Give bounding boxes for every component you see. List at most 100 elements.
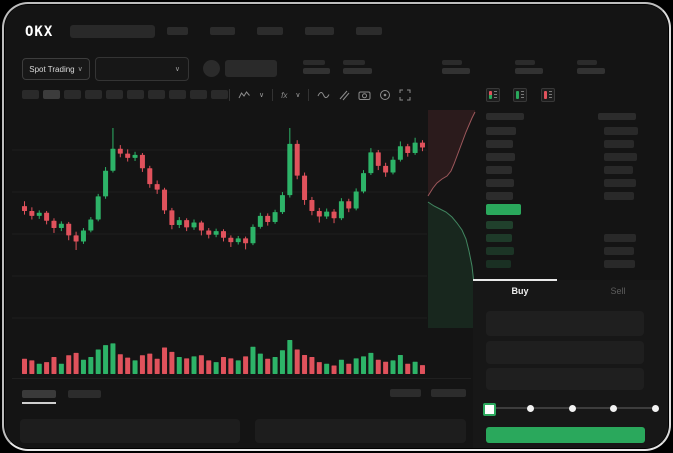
bid-price-placeholder[interactable] (486, 234, 512, 242)
slider-stop-dot[interactable] (568, 405, 576, 412)
candle (250, 224, 256, 246)
bid-price-placeholder[interactable] (486, 247, 514, 255)
bid-amount-placeholder (604, 260, 635, 268)
search-input[interactable] (70, 25, 155, 38)
ask-price-placeholder[interactable] (486, 153, 515, 161)
ask-price-placeholder[interactable] (486, 166, 512, 174)
timeframe-button[interactable] (85, 90, 102, 99)
candle (213, 228, 219, 238)
volume-bar (361, 356, 367, 374)
volume-bar (287, 340, 293, 374)
orderbook-col-header-price (486, 113, 524, 120)
target-icon[interactable] (379, 89, 391, 101)
volume-bar (220, 357, 226, 374)
tab-buy[interactable]: Buy (511, 286, 529, 296)
volume-bar (302, 354, 308, 374)
ask-price-placeholder[interactable] (486, 140, 513, 148)
volume-bar (353, 358, 359, 374)
volume-bar (198, 355, 204, 374)
volume-bar (88, 357, 94, 374)
ask-price-placeholder[interactable] (486, 192, 513, 200)
candle (110, 128, 116, 173)
chevron-down-icon[interactable]: ∨ (259, 91, 265, 99)
volume-bar (383, 361, 389, 374)
book-bids-icon[interactable] (513, 88, 528, 102)
nav-item[interactable] (305, 27, 334, 35)
timeframe-button[interactable] (190, 90, 207, 99)
bottom-action-button[interactable] (390, 389, 421, 397)
order-input-field[interactable] (486, 368, 644, 390)
candle (316, 207, 322, 223)
stat-value-placeholder (303, 68, 330, 74)
volume-bar (419, 365, 425, 374)
timeframe-button[interactable] (127, 90, 144, 99)
chevron-down-icon[interactable]: ∨ (295, 91, 301, 99)
nav-item[interactable] (257, 27, 283, 35)
fullscreen-icon[interactable] (399, 89, 411, 101)
bid-amount-placeholder (604, 234, 636, 242)
ask-price-placeholder[interactable] (486, 179, 514, 187)
timeframe-button[interactable] (169, 90, 186, 99)
slider-stop-dot[interactable] (610, 405, 617, 412)
volume-bar (154, 358, 160, 374)
timeframe-button[interactable] (22, 90, 39, 99)
slider-handle[interactable] (482, 403, 496, 416)
depth-chart (427, 110, 478, 329)
camera-icon[interactable] (358, 89, 371, 101)
candlestick-chart[interactable] (12, 106, 427, 332)
bids-depth-area (428, 202, 477, 328)
timeframe-button[interactable] (211, 90, 228, 99)
chevron-down-icon: ∨ (174, 66, 180, 73)
draw-icon[interactable] (338, 89, 350, 101)
slider-stop-dot[interactable] (651, 405, 659, 412)
ask-price-placeholder[interactable] (486, 127, 516, 135)
volume-bar (29, 360, 35, 374)
nav-item[interactable] (356, 27, 382, 35)
volume-bar (368, 352, 374, 374)
slider-stop-dot[interactable] (527, 405, 534, 412)
pair-dropdown[interactable]: ∨ (95, 57, 189, 81)
nav-item[interactable] (167, 27, 188, 35)
order-input-field[interactable] (486, 341, 644, 364)
volume-bar (58, 363, 64, 374)
timeframe-button[interactable] (43, 90, 60, 99)
volume-bar (235, 360, 241, 374)
trendline-icon[interactable] (317, 89, 330, 101)
bottom-action-button[interactable] (431, 389, 466, 397)
volume-bar (73, 352, 79, 374)
indicators-icon[interactable]: fx (281, 90, 288, 100)
candle (139, 153, 145, 172)
timeframe-button[interactable] (148, 90, 165, 99)
buy-button[interactable] (486, 427, 645, 443)
bottom-tabs (22, 390, 101, 398)
candle (220, 229, 226, 242)
market-stat (577, 60, 605, 74)
candle (29, 207, 35, 220)
candle (235, 235, 241, 245)
order-input-field[interactable] (486, 311, 644, 336)
candle (383, 162, 389, 177)
bid-price-placeholder[interactable] (486, 221, 513, 229)
market-type-selector[interactable]: Spot Trading ∨ (22, 58, 90, 80)
candle (405, 143, 411, 157)
orderbook-view-toggles (486, 88, 564, 107)
volume-bar (279, 350, 285, 374)
chart-type-icon[interactable] (238, 89, 251, 101)
candle (22, 201, 27, 215)
okx-logo[interactable]: OKX (25, 24, 54, 40)
bottom-tab[interactable] (22, 390, 56, 398)
book-asks-icon[interactable] (540, 88, 555, 102)
book-both-icon[interactable] (486, 88, 500, 102)
bottom-tab[interactable] (68, 390, 101, 398)
bid-price-placeholder[interactable] (486, 260, 511, 268)
nav-item[interactable] (210, 27, 235, 35)
timeframe-button[interactable] (64, 90, 81, 99)
timeframe-button[interactable] (106, 90, 123, 99)
candle (287, 128, 293, 198)
candle (103, 167, 109, 199)
volume-bar (110, 343, 116, 374)
tab-sell[interactable]: Sell (610, 286, 626, 296)
nav-items (167, 27, 382, 35)
last-price-badge[interactable] (486, 204, 521, 215)
ask-amount-placeholder (604, 179, 636, 187)
